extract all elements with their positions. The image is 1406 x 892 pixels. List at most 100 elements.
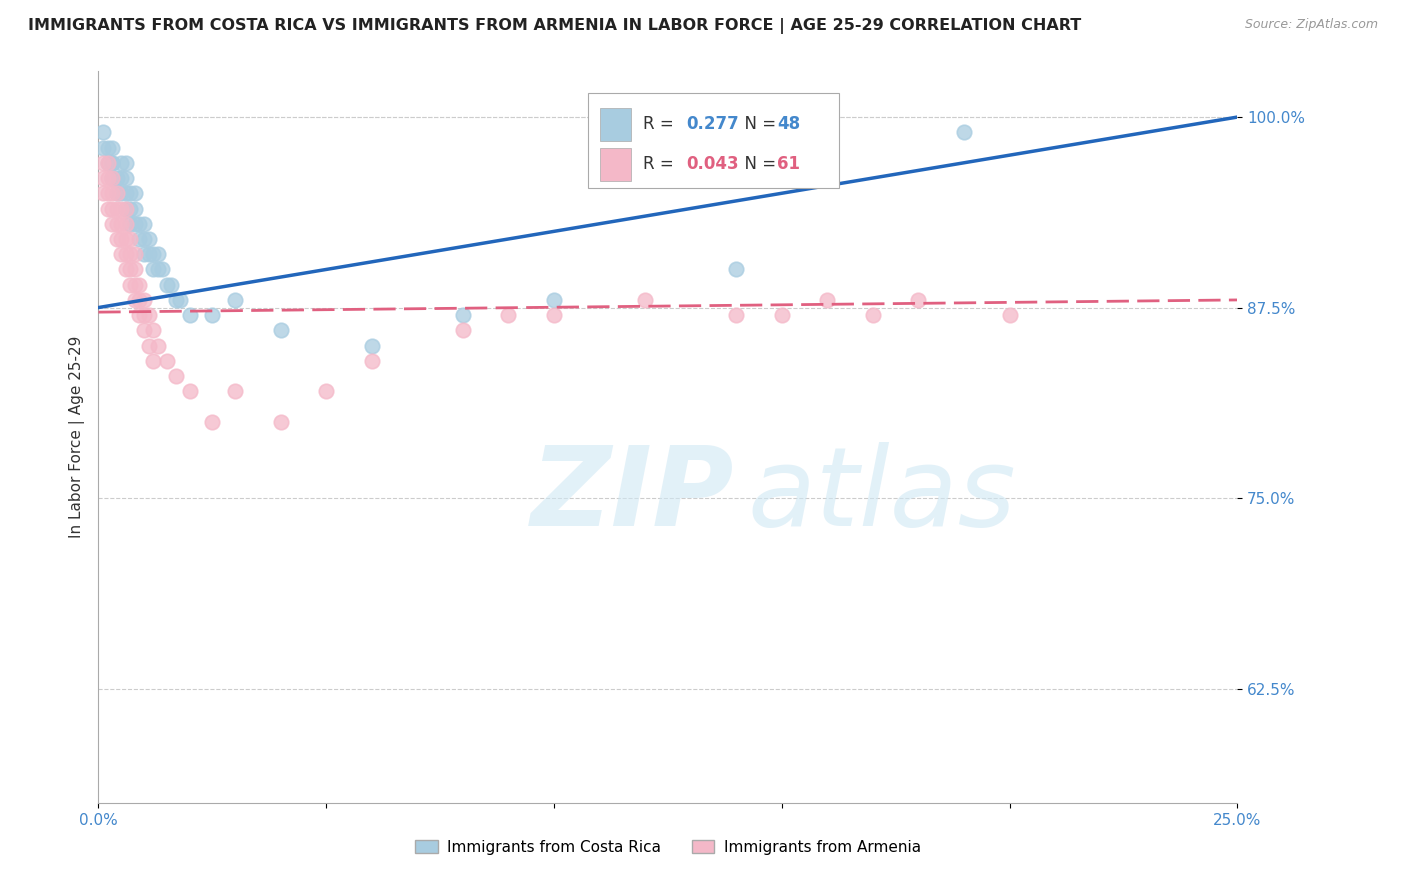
Point bbox=[110, 186, 132, 201]
Point bbox=[120, 202, 142, 216]
Point bbox=[998, 308, 1021, 322]
Point bbox=[224, 293, 246, 307]
Point bbox=[120, 186, 142, 201]
Point bbox=[725, 262, 748, 277]
Point bbox=[451, 323, 474, 337]
Point bbox=[101, 156, 124, 170]
Point bbox=[634, 293, 657, 307]
Text: N =: N = bbox=[734, 155, 782, 173]
Point bbox=[114, 217, 136, 231]
Text: 0.043: 0.043 bbox=[686, 155, 738, 173]
Point bbox=[128, 232, 150, 246]
Point bbox=[105, 186, 128, 201]
Point bbox=[124, 262, 146, 277]
Point bbox=[114, 156, 136, 170]
Point bbox=[105, 171, 128, 186]
Point bbox=[451, 308, 474, 322]
Point bbox=[101, 217, 124, 231]
Point bbox=[101, 171, 124, 186]
Point bbox=[110, 247, 132, 261]
Y-axis label: In Labor Force | Age 25-29: In Labor Force | Age 25-29 bbox=[69, 336, 84, 538]
Point bbox=[270, 323, 292, 337]
Point bbox=[165, 369, 187, 384]
Text: R =: R = bbox=[643, 115, 679, 133]
Point bbox=[132, 217, 155, 231]
Point bbox=[160, 277, 183, 292]
Text: ZIP: ZIP bbox=[531, 442, 735, 549]
Point bbox=[110, 171, 132, 186]
Point bbox=[101, 156, 124, 170]
Point bbox=[114, 232, 136, 246]
Point bbox=[124, 217, 146, 231]
Point bbox=[120, 232, 142, 246]
Point bbox=[114, 202, 136, 216]
Point bbox=[156, 277, 179, 292]
Point bbox=[142, 247, 165, 261]
Point bbox=[815, 293, 838, 307]
Point bbox=[114, 202, 136, 216]
Point bbox=[101, 186, 124, 201]
Point bbox=[142, 323, 165, 337]
Point bbox=[128, 308, 150, 322]
FancyBboxPatch shape bbox=[588, 94, 839, 188]
Point bbox=[132, 247, 155, 261]
Point bbox=[124, 202, 146, 216]
Point bbox=[179, 308, 201, 322]
Point bbox=[315, 384, 337, 399]
Point bbox=[96, 156, 118, 170]
Point bbox=[101, 140, 124, 154]
Point bbox=[91, 156, 114, 170]
Point bbox=[138, 232, 160, 246]
Point bbox=[142, 262, 165, 277]
Point bbox=[224, 384, 246, 399]
Point bbox=[105, 202, 128, 216]
Point bbox=[110, 156, 132, 170]
Point bbox=[156, 354, 179, 368]
Point bbox=[128, 293, 150, 307]
Point bbox=[96, 171, 118, 186]
Point bbox=[120, 247, 142, 261]
Point bbox=[96, 202, 118, 216]
Point bbox=[124, 186, 146, 201]
Point bbox=[114, 262, 136, 277]
Point bbox=[132, 323, 155, 337]
Point bbox=[725, 308, 748, 322]
Point bbox=[105, 217, 128, 231]
Point bbox=[91, 125, 114, 139]
Point bbox=[543, 308, 565, 322]
Point bbox=[132, 232, 155, 246]
Text: 0.277: 0.277 bbox=[686, 115, 738, 133]
Point bbox=[128, 217, 150, 231]
Text: N =: N = bbox=[734, 115, 782, 133]
Point bbox=[105, 232, 128, 246]
Text: 61: 61 bbox=[778, 155, 800, 173]
Point bbox=[360, 339, 382, 353]
Point bbox=[138, 339, 160, 353]
Point bbox=[360, 354, 382, 368]
Point bbox=[138, 308, 160, 322]
Point bbox=[169, 293, 191, 307]
Text: IMMIGRANTS FROM COSTA RICA VS IMMIGRANTS FROM ARMENIA IN LABOR FORCE | AGE 25-29: IMMIGRANTS FROM COSTA RICA VS IMMIGRANTS… bbox=[28, 18, 1081, 34]
Point bbox=[146, 262, 169, 277]
Point bbox=[138, 247, 160, 261]
Legend: Immigrants from Costa Rica, Immigrants from Armenia: Immigrants from Costa Rica, Immigrants f… bbox=[409, 834, 927, 861]
Point bbox=[96, 156, 118, 170]
Point bbox=[101, 171, 124, 186]
Point bbox=[498, 308, 520, 322]
Point bbox=[270, 415, 292, 429]
Point bbox=[110, 217, 132, 231]
Point bbox=[165, 293, 187, 307]
Point bbox=[114, 186, 136, 201]
Point bbox=[770, 308, 793, 322]
Point bbox=[110, 232, 132, 246]
Point bbox=[128, 277, 150, 292]
Point bbox=[105, 186, 128, 201]
Point bbox=[124, 277, 146, 292]
Point bbox=[96, 140, 118, 154]
Point bbox=[91, 140, 114, 154]
Point bbox=[120, 262, 142, 277]
Point bbox=[114, 171, 136, 186]
Point bbox=[120, 277, 142, 292]
Point bbox=[201, 308, 224, 322]
Point bbox=[132, 308, 155, 322]
